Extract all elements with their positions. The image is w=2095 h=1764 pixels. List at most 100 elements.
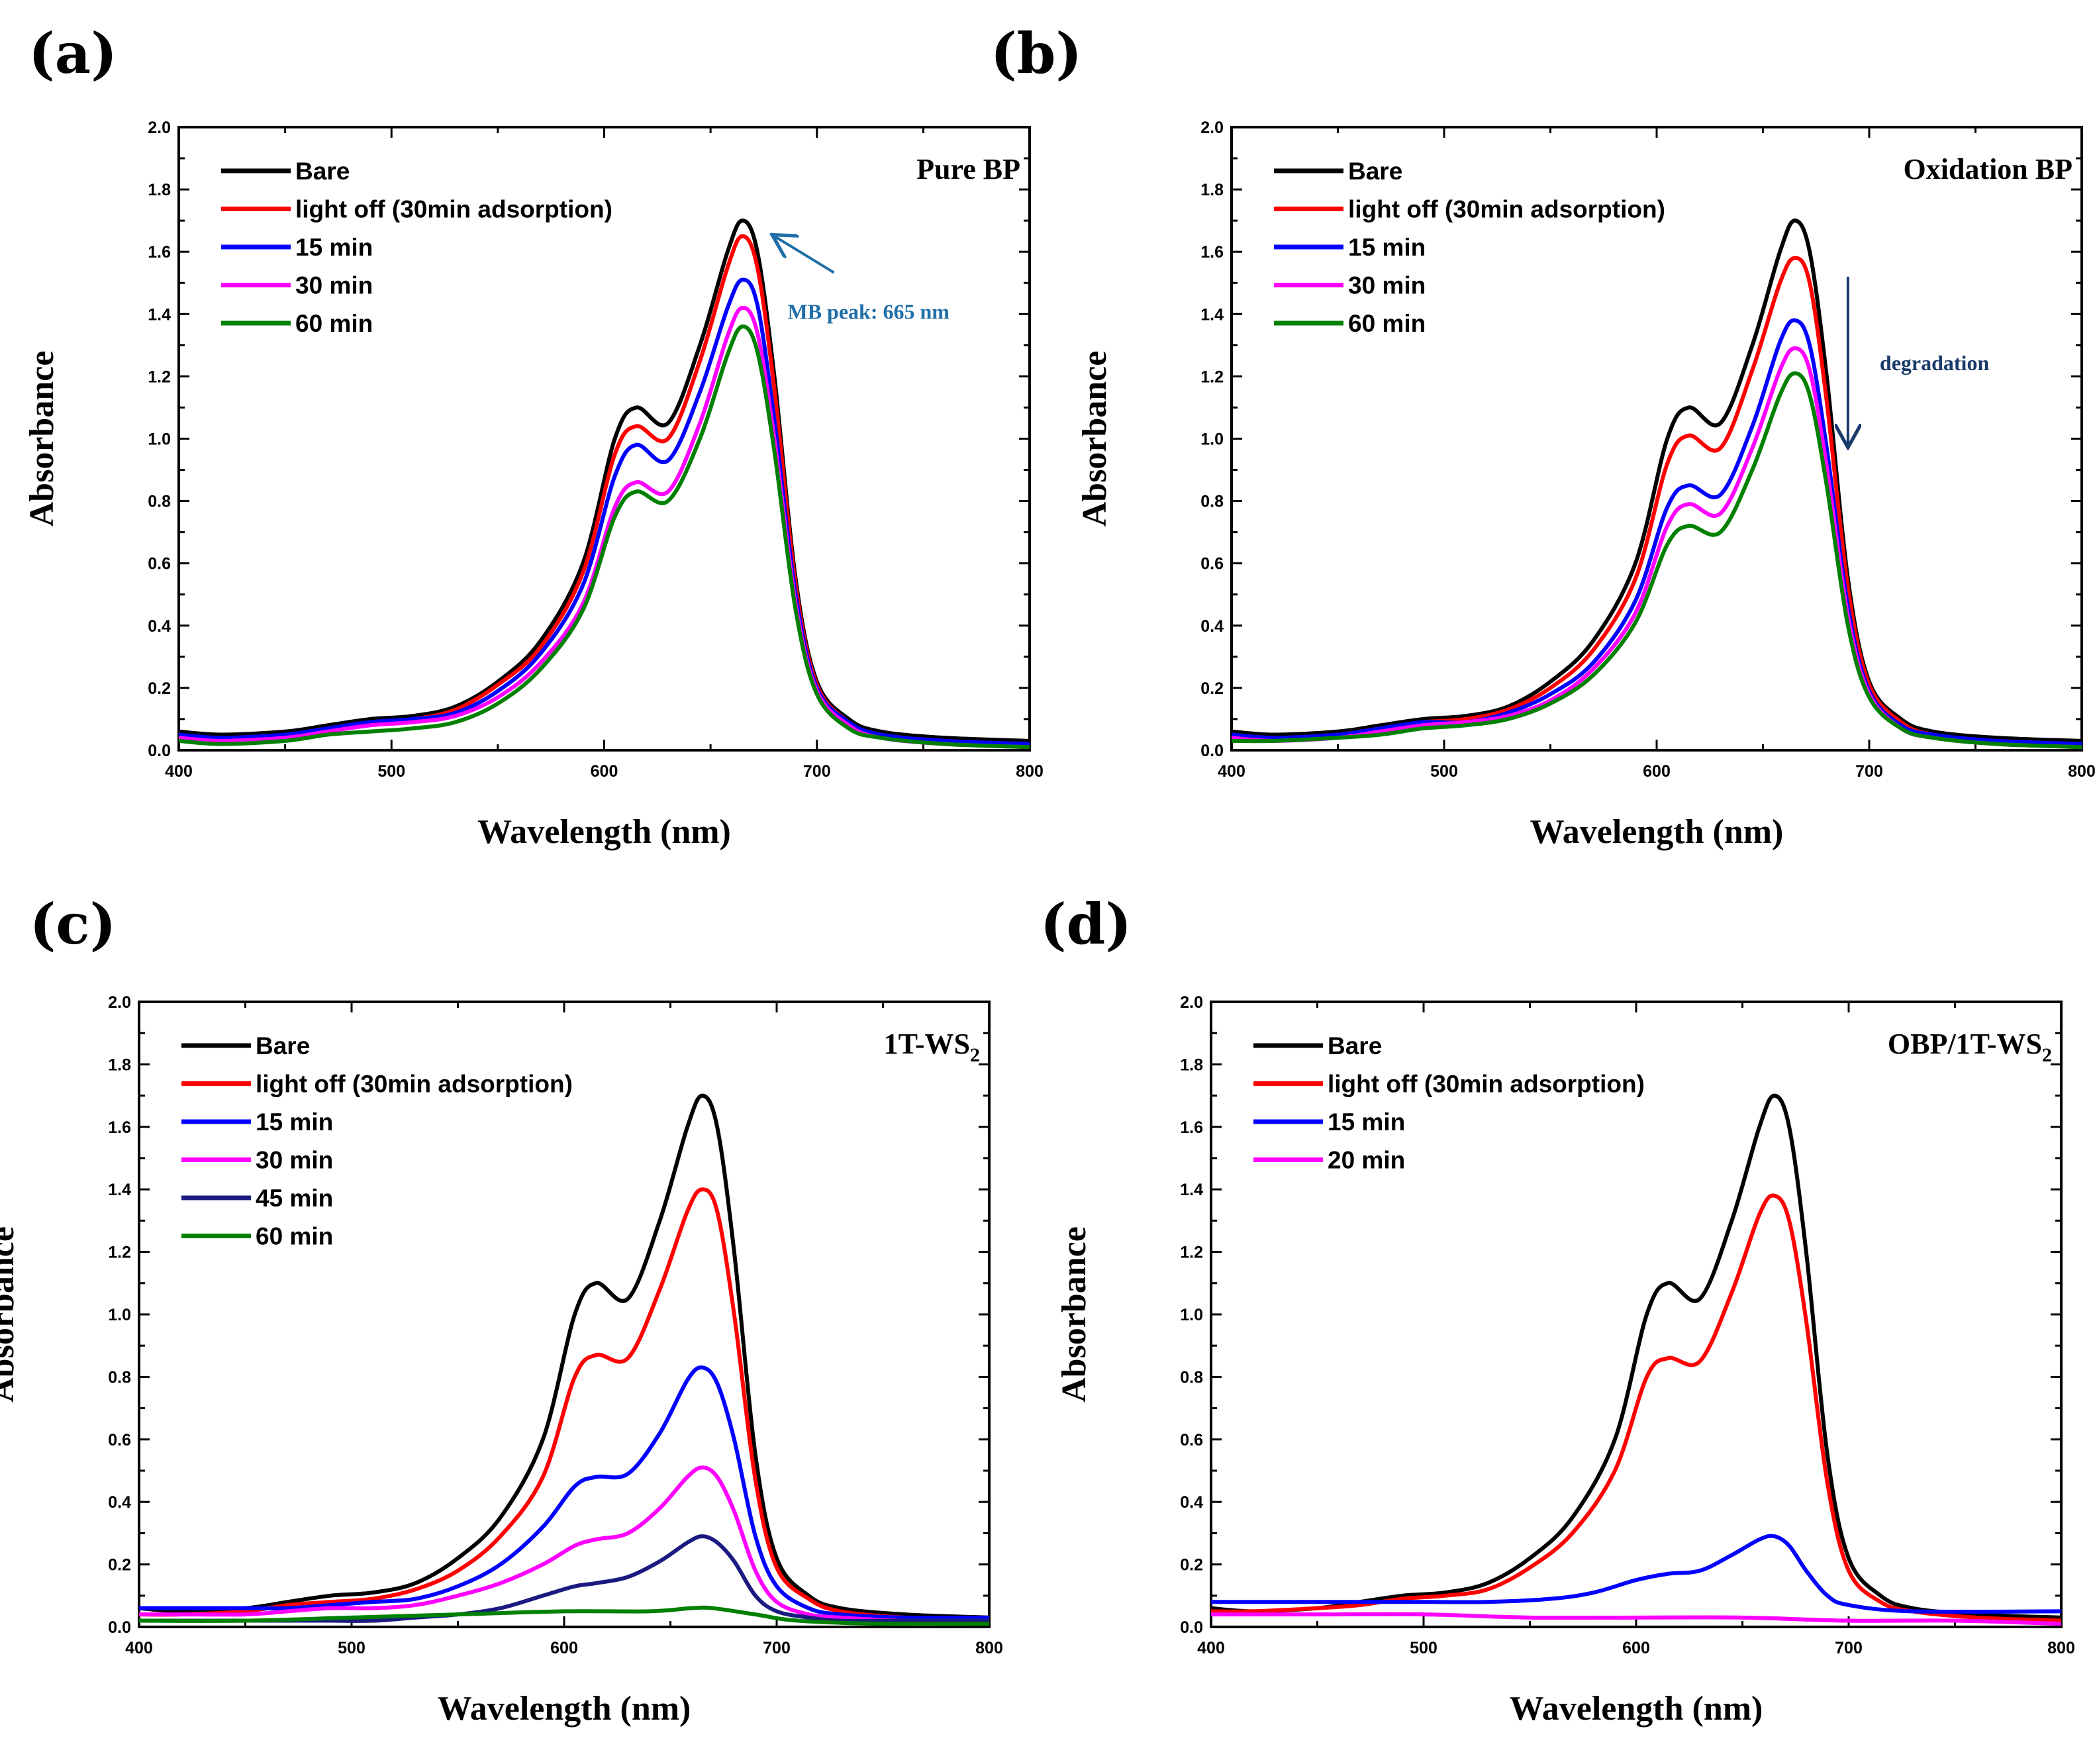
y-tick-label: 0.6 <box>148 555 171 573</box>
y-tick-label: 1.4 <box>148 305 171 324</box>
annotation-arrow <box>775 236 835 274</box>
legend-label: Bare <box>1328 1032 1382 1059</box>
legend-label: 30 min <box>1348 272 1426 299</box>
series-line-1 <box>139 1093 989 1620</box>
x-tick-label: 700 <box>1835 1639 1863 1657</box>
y-tick-label: 1.2 <box>1180 1244 1203 1262</box>
y-tick-label: 1.0 <box>108 1306 131 1324</box>
y-tick-label: 0.4 <box>1180 1493 1203 1512</box>
series-line-2 <box>139 1187 989 1623</box>
y-tick-label: 1.8 <box>108 1055 131 1074</box>
x-axis-title: Wavelength (nm) <box>1530 813 1784 851</box>
y-axis-title: Absorbance <box>1076 351 1114 527</box>
panel-letter: (b) <box>991 21 1082 86</box>
x-tick-label: 500 <box>338 1639 365 1657</box>
y-tick-label: 0.2 <box>1200 679 1224 698</box>
x-tick-label: 500 <box>1410 1639 1437 1657</box>
legend-label: light off (30min adsorption) <box>1328 1071 1645 1098</box>
chart-panel-2: (b) 400 500 600 700 800 0.0 0.2 0.4 0.6 0.8 1.0 1.2 1… <box>991 21 2095 851</box>
x-tick-label: 600 <box>550 1639 578 1657</box>
x-tick-label: 400 <box>165 762 193 781</box>
y-tick-label: 1.8 <box>148 181 171 199</box>
y-tick-label: 1.6 <box>148 243 171 262</box>
chart-panel-4: (d) 400 500 600 700 800 0.0 0.2 0.4 0.6 0.8 1.0 1.2 1… <box>1040 891 2075 1728</box>
legend-label: Bare <box>295 158 350 185</box>
series-group <box>1211 1093 2061 1626</box>
y-tick-label: 2.0 <box>1180 993 1203 1012</box>
annotation-text: degradation <box>1880 351 1990 375</box>
y-tick-label: 0.6 <box>108 1431 131 1449</box>
legend-label: 20 min <box>1328 1147 1405 1174</box>
series-line-4 <box>139 1465 989 1623</box>
y-tick-label: 1.2 <box>108 1244 131 1262</box>
panel-letter: (a) <box>28 21 117 86</box>
series-line-2 <box>1211 1193 2061 1623</box>
sample-label: Pure BP <box>916 153 1020 185</box>
sample-label: Oxidation BP <box>1904 153 2073 185</box>
legend-label: 30 min <box>295 272 373 299</box>
legend-label: 15 min <box>1348 234 1426 261</box>
legend-label: Bare <box>1348 158 1402 185</box>
annotation-text: MB peak: 665 nm <box>788 300 950 324</box>
sample-label-text: OBP/1T-WS <box>1888 1028 2042 1060</box>
y-tick-label: 1.4 <box>108 1181 131 1199</box>
y-tick-label: 0.6 <box>1180 1431 1203 1449</box>
sample-label: 1T-WS2 <box>884 1028 980 1066</box>
x-tick-label: 400 <box>125 1639 153 1657</box>
x-axis-title: Wavelength (nm) <box>438 1690 691 1728</box>
y-tick-label: 1.4 <box>1200 305 1224 324</box>
y-tick-label: 0.0 <box>148 742 171 760</box>
y-tick-label: 0.4 <box>1200 617 1224 636</box>
series-group <box>1232 219 2082 750</box>
sample-label: OBP/1T-WS2 <box>1888 1028 2052 1066</box>
legend-label: 60 min <box>1348 310 1426 337</box>
series-group <box>179 219 1030 750</box>
y-tick-label: 0.0 <box>108 1618 131 1637</box>
y-tick-label: 0.2 <box>108 1556 131 1575</box>
y-tick-label: 0.8 <box>148 493 171 511</box>
y-axis-title: Absorbance <box>0 1226 21 1402</box>
legend-label: 45 min <box>256 1185 333 1212</box>
legend-label: light off (30min adsorption) <box>295 196 612 223</box>
x-tick-label: 600 <box>1622 1639 1650 1657</box>
x-tick-label: 500 <box>1430 762 1458 781</box>
x-tick-label: 700 <box>1855 762 1883 781</box>
x-tick-label: 800 <box>1016 762 1044 781</box>
y-tick-label: 1.8 <box>1200 181 1224 199</box>
series-line-3 <box>1211 1534 2061 1614</box>
y-tick-label: 1.4 <box>1180 1181 1203 1199</box>
y-axis-title: Absorbance <box>23 351 61 527</box>
legend-label: 15 min <box>1328 1108 1405 1136</box>
y-tick-label: 0.0 <box>1200 742 1224 760</box>
y-tick-label: 1.6 <box>1180 1118 1203 1137</box>
y-axis-title: Absorbance <box>1055 1226 1093 1402</box>
x-axis-title: Wavelength (nm) <box>477 813 731 851</box>
y-tick-label: 0.8 <box>1200 493 1224 511</box>
x-tick-label: 600 <box>591 762 618 781</box>
series-line-4 <box>1211 1612 2061 1626</box>
series-line-5 <box>1232 371 2082 750</box>
sample-label-text: 1T-WS <box>884 1028 970 1060</box>
sample-label-text: Oxidation BP <box>1904 153 2073 185</box>
y-tick-label: 0.8 <box>108 1368 131 1387</box>
y-tick-label: 0.4 <box>148 617 171 636</box>
series-line-3 <box>139 1365 989 1620</box>
sample-label-text: Pure BP <box>916 153 1020 185</box>
y-tick-label: 1.8 <box>1180 1055 1203 1074</box>
sample-label-subscript: 2 <box>2042 1044 2052 1066</box>
x-axis-title: Wavelength (nm) <box>1510 1690 1763 1728</box>
series-group <box>139 1093 989 1626</box>
series-line-5 <box>179 324 1030 750</box>
legend-label: 15 min <box>295 234 373 261</box>
y-tick-label: 1.6 <box>1200 243 1224 262</box>
y-tick-label: 1.0 <box>1200 430 1224 449</box>
y-tick-label: 0.4 <box>108 1493 131 1512</box>
legend-label: 15 min <box>256 1108 333 1136</box>
legend-label: 60 min <box>256 1223 333 1250</box>
panel-letter: (d) <box>1040 891 1132 957</box>
y-tick-label: 0.0 <box>1180 1618 1203 1637</box>
y-tick-label: 1.2 <box>148 368 171 386</box>
series-line-6 <box>139 1605 989 1626</box>
sample-label-subscript: 2 <box>970 1044 980 1066</box>
